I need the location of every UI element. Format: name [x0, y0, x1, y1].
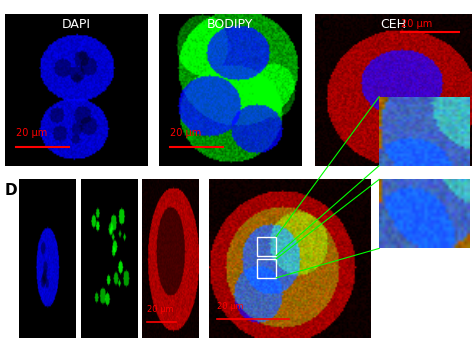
Text: A: A: [8, 18, 19, 33]
Text: 20 μm: 20 μm: [217, 302, 243, 311]
Text: D: D: [5, 183, 18, 198]
Text: 20 μm: 20 μm: [16, 128, 47, 138]
Text: CEH: CEH: [381, 18, 406, 31]
Text: B: B: [162, 18, 173, 33]
Bar: [257, 237, 276, 256]
Bar: [257, 259, 276, 278]
Text: 20 μm: 20 μm: [170, 128, 201, 138]
Text: 20 μm: 20 μm: [401, 19, 432, 29]
Text: C: C: [319, 18, 329, 33]
Text: BODIPY: BODIPY: [207, 18, 253, 31]
Text: 20 μm: 20 μm: [147, 305, 173, 314]
Text: DAPI: DAPI: [61, 18, 91, 31]
